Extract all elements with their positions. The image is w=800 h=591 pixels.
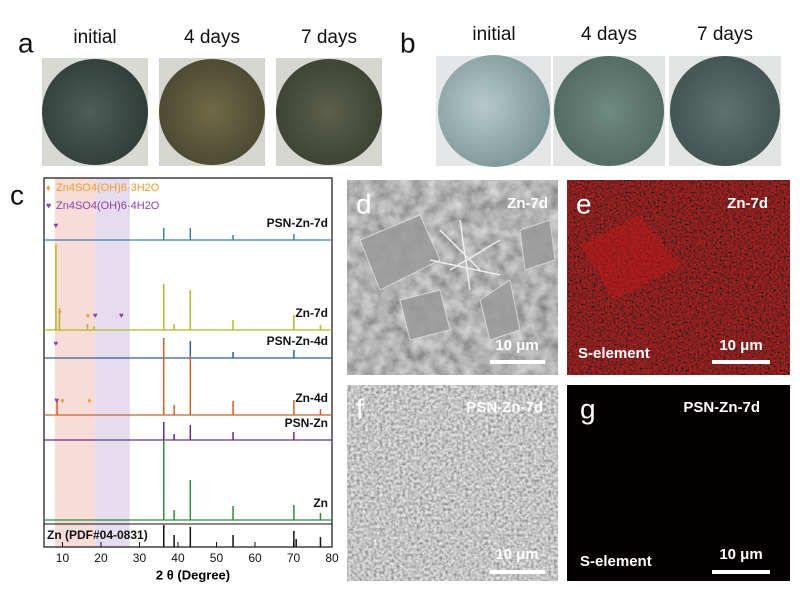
panel-label: c [10, 179, 24, 210]
phase-marker: ♦ [60, 396, 64, 405]
caption: 7 days [301, 27, 357, 48]
phase-marker: ♥ [119, 311, 124, 320]
image-title: PSN-Zn-7d [683, 399, 760, 416]
phase-marker: ♥ [54, 396, 59, 405]
sem-image [347, 385, 558, 581]
panel-label: e [576, 188, 592, 219]
caption: 7 days [697, 24, 753, 45]
image-title: Zn-7d [727, 195, 768, 212]
series-label: PSN-Zn-4d [267, 334, 328, 348]
phase-marker: ♥ [54, 221, 59, 230]
legend-label: Zn4SO4(OH)6·3H2O [56, 182, 160, 194]
panel-label: b [400, 27, 416, 58]
caption: 4 days [184, 27, 240, 48]
eds-region [580, 215, 680, 300]
photo [42, 59, 148, 165]
scale-label: 10 μm [495, 337, 538, 354]
series-label: Zn [313, 496, 328, 510]
flake [399, 289, 451, 341]
series-label: Zn-4d [295, 391, 328, 405]
caption: initial [472, 24, 515, 45]
x-tick-label: 20 [94, 551, 108, 565]
needle [449, 239, 501, 271]
legend-symbol: ♦ [46, 182, 51, 192]
phase-marker: ♥ [54, 339, 59, 348]
element-label: S-element [578, 345, 650, 362]
flake [479, 279, 521, 341]
x-tick-label: 80 [325, 551, 339, 565]
x-axis-label: 2 θ (Degree) [156, 567, 230, 582]
photo [438, 55, 550, 167]
plot-frame [43, 177, 333, 548]
legend-label: Zn4SO4(OH)6·4H2O [56, 200, 160, 212]
caption: 4 days [581, 24, 637, 45]
needle [459, 219, 471, 291]
element-label: S-element [580, 553, 652, 570]
shaded-band [54, 178, 96, 547]
x-tick-label: 60 [248, 551, 262, 565]
x-tick-label: 40 [171, 551, 185, 565]
flake [359, 214, 441, 291]
caption: initial [73, 27, 116, 48]
photo [670, 56, 780, 166]
reference-label: Zn (PDF#04-0831) [47, 528, 148, 542]
series-label: Zn-7d [295, 306, 328, 320]
panel-label: g [580, 393, 596, 424]
x-tick-label: 30 [133, 551, 147, 565]
needle [439, 229, 481, 271]
eds-image [567, 385, 790, 581]
scale-label: 10 μm [719, 337, 762, 354]
phase-marker: ♦ [58, 307, 62, 316]
scale-label: 10 μm [719, 546, 762, 563]
scale-label: 10 μm [495, 546, 538, 563]
phase-marker: ♦ [86, 311, 90, 320]
x-tick-label: 10 [56, 551, 70, 565]
panel-label: a [18, 27, 34, 58]
shaded-band [95, 178, 130, 547]
phase-marker: ♥ [93, 311, 98, 320]
x-tick-label: 70 [287, 551, 301, 565]
series-label: PSN-Zn-7d [267, 216, 328, 230]
phase-marker: ♦ [87, 396, 91, 405]
photo [276, 59, 382, 165]
series-label: PSN-Zn [285, 416, 328, 430]
panel-label: f [356, 393, 364, 424]
xrd-chart: 10 20 30 40 50 60 70 80 ♦ Zn4SO4(OH)6·3H2O ♥ Zn4SO4… [43, 177, 339, 565]
needle [429, 259, 501, 276]
image-title: PSN-Zn-7d [466, 399, 543, 416]
x-tick-label: 50 [210, 551, 224, 565]
panel-label: d [356, 188, 372, 219]
photo [159, 59, 265, 165]
image-title: Zn-7d [507, 195, 548, 212]
photo [554, 56, 664, 166]
legend-symbol: ♥ [46, 200, 51, 210]
flake [519, 219, 556, 271]
